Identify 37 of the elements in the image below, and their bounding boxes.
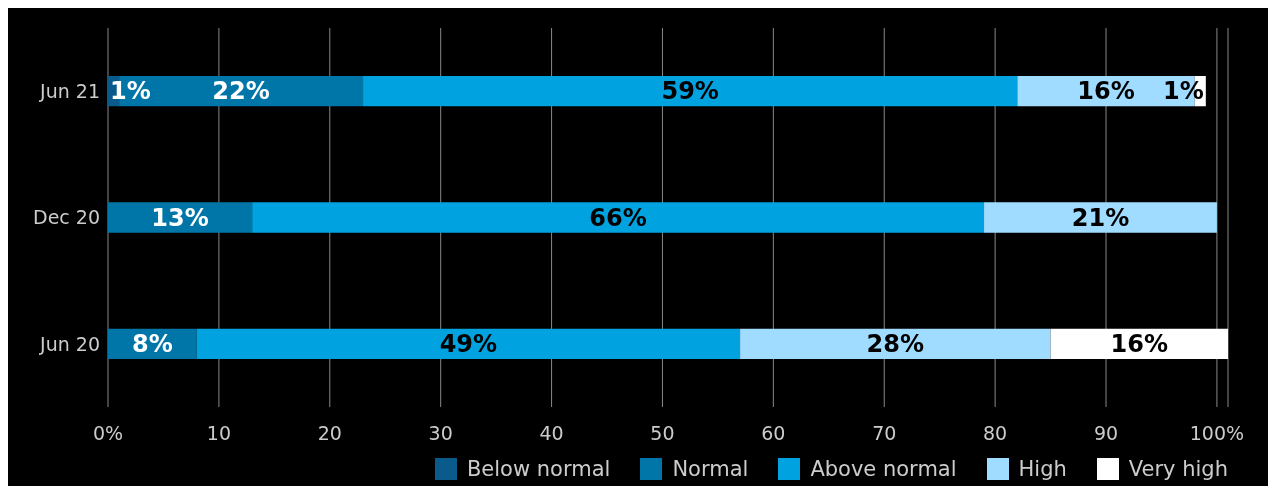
y-tick-label: Jun 20 bbox=[39, 332, 100, 355]
legend-label: Below normal bbox=[466, 457, 611, 481]
data-label: 66% bbox=[589, 203, 647, 232]
legend-label: High bbox=[1018, 457, 1067, 481]
data-label: 13% bbox=[151, 203, 209, 232]
x-tick-label: 60 bbox=[761, 422, 786, 445]
bar bbox=[363, 76, 1018, 107]
data-label: 49% bbox=[439, 329, 498, 358]
y-tick-label: Jun 21 bbox=[39, 79, 100, 102]
x-tick-label: 90 bbox=[1093, 422, 1119, 445]
y-tick-label: Dec 20 bbox=[33, 206, 100, 229]
data-label: 28% bbox=[866, 329, 925, 358]
bar bbox=[984, 202, 1217, 233]
x-tick-label: 30 bbox=[428, 422, 453, 445]
data-label: 59% bbox=[661, 77, 719, 106]
x-tick-label: 10 bbox=[206, 422, 231, 445]
x-tick-label: 20 bbox=[317, 422, 342, 445]
bar bbox=[108, 202, 253, 233]
data-label: 1% bbox=[1163, 77, 1204, 106]
legend-label: Very high bbox=[1128, 457, 1228, 481]
data-label: 21% bbox=[1071, 203, 1130, 232]
legend-label: Above normal bbox=[810, 457, 957, 481]
data-label: 22% bbox=[212, 77, 270, 106]
data-label: 16% bbox=[1077, 77, 1135, 106]
x-tick-label: 80 bbox=[983, 422, 1008, 445]
x-tick-label: 50 bbox=[650, 422, 675, 445]
data-label: 8% bbox=[131, 329, 173, 358]
x-tick-label: 70 bbox=[872, 422, 897, 445]
x-tick-label: 0% bbox=[92, 422, 124, 445]
data-label: 16% bbox=[1110, 329, 1169, 358]
bar bbox=[740, 328, 1051, 359]
x-tick-label: 100% bbox=[1189, 422, 1245, 445]
bar bbox=[252, 202, 985, 233]
legend-label: Normal bbox=[672, 457, 749, 481]
bar bbox=[196, 328, 741, 359]
x-tick-label: 40 bbox=[539, 422, 564, 445]
data-label: 1% bbox=[110, 77, 151, 106]
